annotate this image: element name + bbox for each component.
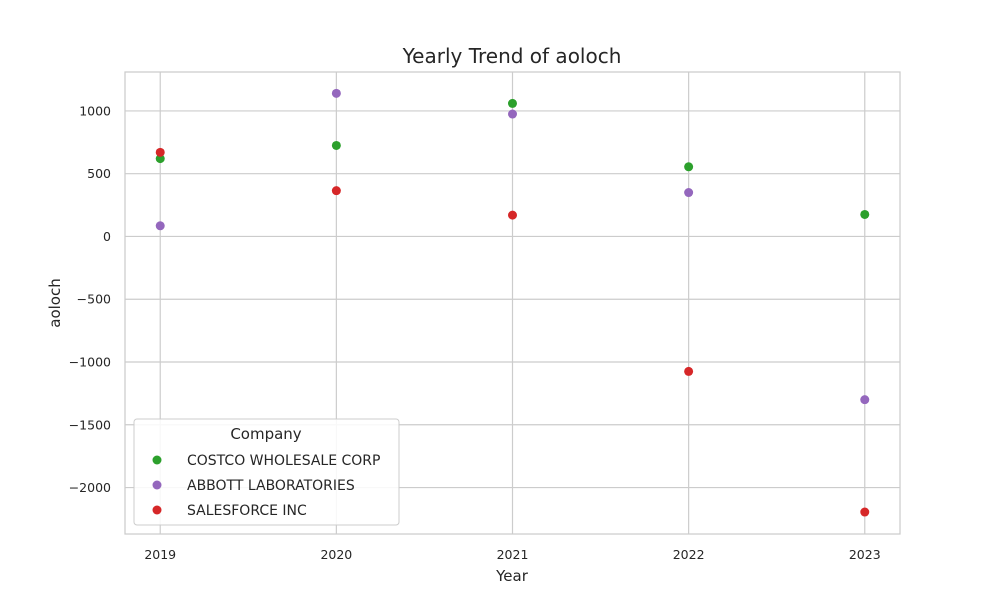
data-point [155, 154, 165, 164]
legend-marker [152, 480, 162, 490]
legend-label: ABBOTT LABORATORIES [187, 478, 355, 494]
data-point [684, 366, 694, 376]
data-point [331, 140, 341, 150]
ticks-layer: 2019 2020 2021 2022 2023 1000 500 0 −500 −1000 −15… [69, 103, 881, 562]
data-point [684, 188, 694, 198]
plot-frame [124, 71, 901, 535]
points-layer [155, 88, 870, 517]
legend-marker [152, 505, 162, 515]
legend-label: COSTCO WHOLESALE CORP [187, 453, 380, 469]
legend-box [133, 418, 400, 526]
legend-title: Company [230, 425, 301, 443]
y-tick-label: −1500 [69, 417, 111, 432]
data-point [155, 147, 165, 157]
legend-label: SALESFORCE INC [187, 503, 307, 519]
legend-items: COSTCO WHOLESALE CORP ABBOTT LABORATORIES… [152, 453, 380, 519]
data-point [331, 88, 341, 98]
chart-title: Yearly Trend of aoloch [402, 44, 622, 68]
data-point [508, 210, 517, 220]
x-tick-label: 2019 [144, 547, 176, 562]
y-tick-label: 0 [103, 229, 111, 244]
y-tick-label: −2000 [69, 480, 111, 495]
x-tick-label: 2021 [497, 547, 529, 562]
y-tick-label: −500 [77, 292, 111, 307]
x-tick-label: 2022 [673, 547, 705, 562]
data-point [860, 395, 870, 405]
data-point [508, 98, 517, 108]
legend-marker [152, 455, 162, 465]
y-axis-label: aoloch [46, 278, 64, 327]
x-axis-label: Year [495, 567, 529, 585]
data-point [155, 221, 165, 231]
data-point [508, 109, 517, 119]
data-point [860, 209, 870, 219]
data-point [331, 186, 341, 196]
x-tick-label: 2023 [849, 547, 881, 562]
legend: Company COSTCO WHOLESALE CORP ABBOTT LABO… [133, 418, 400, 526]
y-tick-label: 1000 [79, 103, 111, 118]
grid-layer [125, 72, 900, 534]
y-tick-label: −1000 [69, 355, 111, 370]
data-point [860, 507, 870, 517]
y-tick-label: 500 [87, 166, 111, 181]
x-tick-label: 2020 [320, 547, 352, 562]
data-point [684, 162, 694, 172]
